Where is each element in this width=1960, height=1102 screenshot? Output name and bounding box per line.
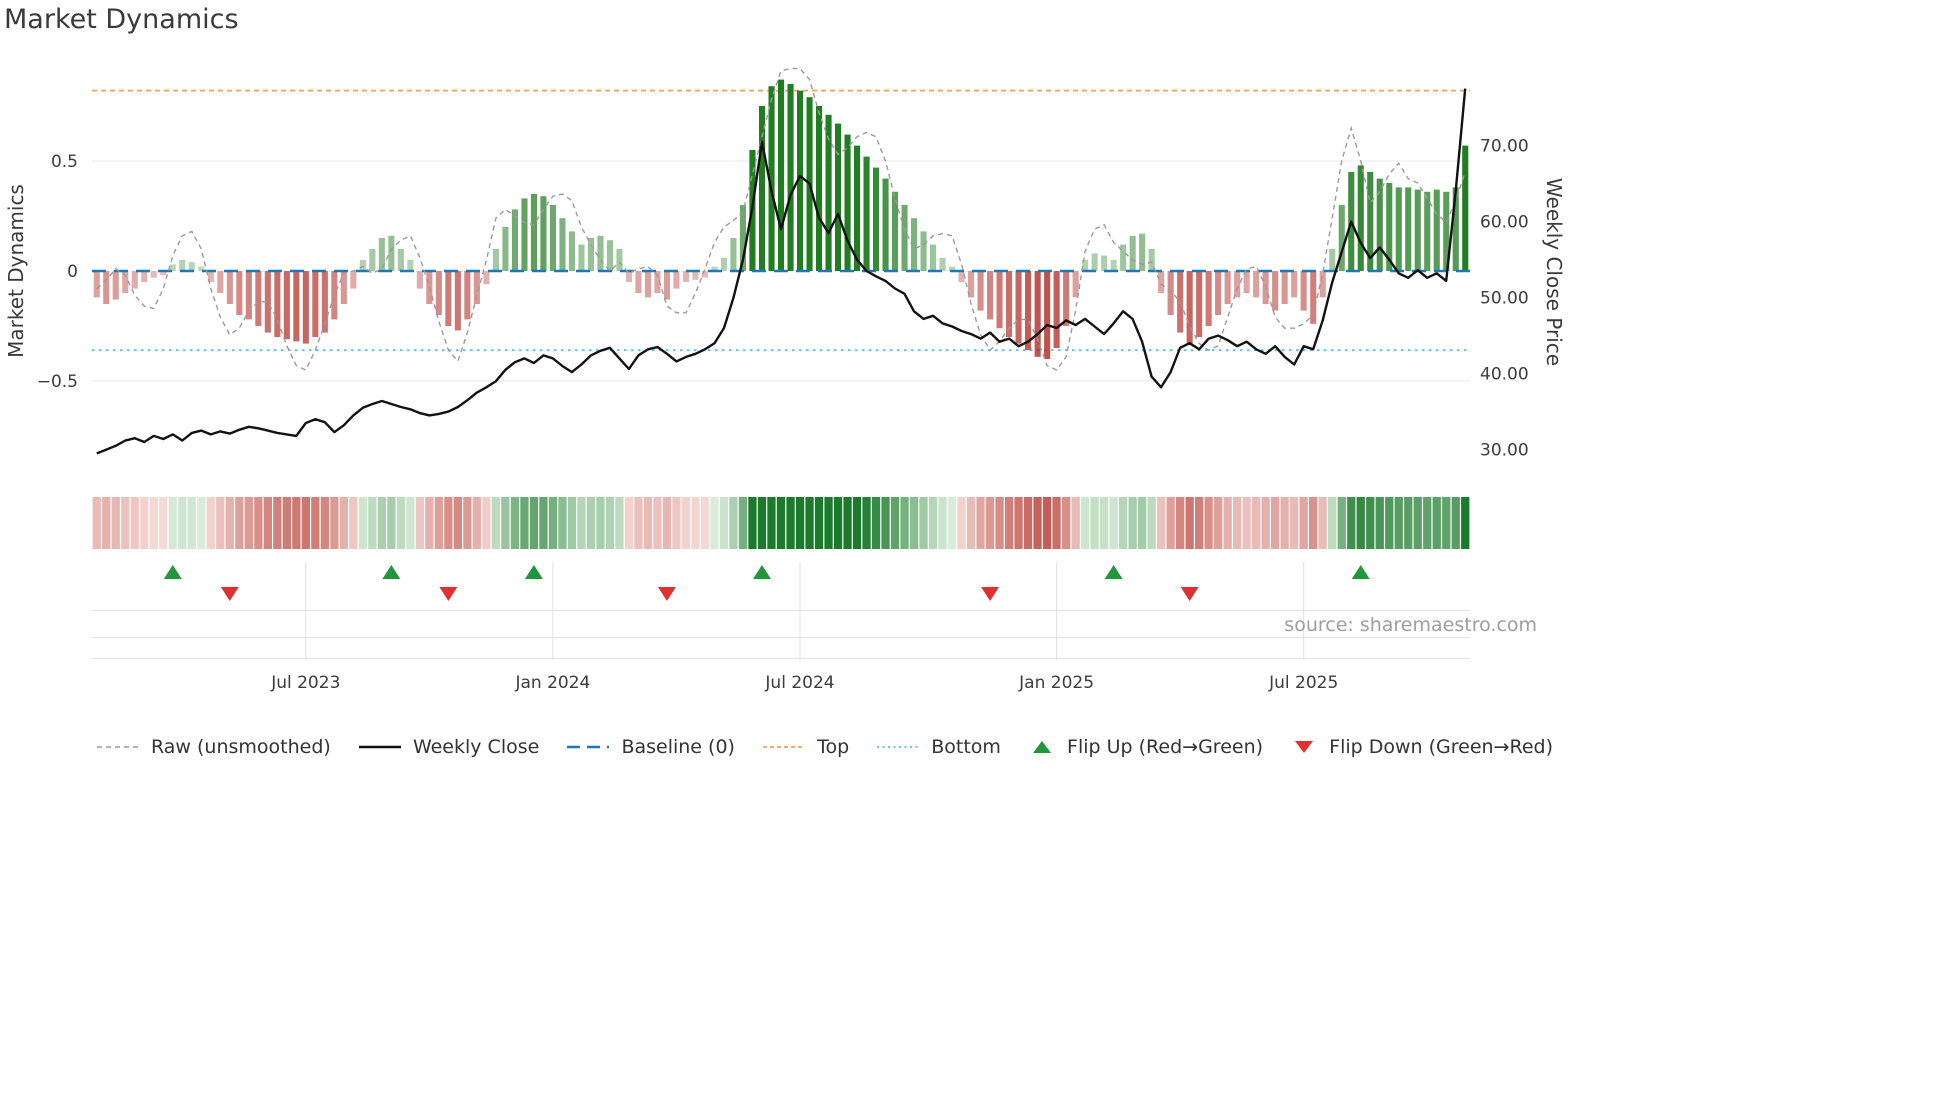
flip-up-triangle-icon: [1033, 741, 1052, 753]
x-tick-labels: Jul 2023 Jan 2024 Jul 2024 Jan 2025 Jul 2025: [270, 673, 1338, 693]
svg-text:50.00: 50.00: [1480, 289, 1529, 309]
right-tick-labels: 70.00 60.00 50.00 40.00 30.00: [1480, 137, 1529, 461]
source-attribution: source: sharemaestro.com: [1284, 614, 1537, 636]
right-axis-title: Weekly Close Price: [1542, 177, 1566, 367]
flip-up-markers: [163, 565, 1370, 579]
legend-item-top: Top: [761, 736, 849, 758]
raw-line-swatch-icon: [97, 746, 139, 748]
marker-panel-grid: [92, 562, 1470, 660]
legend-item-bottom: Bottom: [875, 736, 1001, 758]
legend-label-flip-up: Flip Up (Red→Green): [1067, 736, 1264, 758]
svg-text:Jul 2025: Jul 2025: [1268, 673, 1338, 693]
flip-down-marker-icon: [220, 587, 239, 601]
bottom-line-swatch-icon: [877, 746, 920, 748]
close-line-swatch-icon: [358, 745, 401, 749]
legend-label-top: Top: [817, 736, 850, 758]
flip-down-marker-icon: [439, 587, 458, 601]
legend-label-flip-down: Flip Down (Green→Red): [1329, 736, 1553, 758]
legend-label-weekly-close: Weekly Close: [412, 736, 540, 758]
svg-text:70.00: 70.00: [1480, 137, 1529, 157]
flip-down-marker-icon: [657, 587, 676, 601]
svg-text:40.00: 40.00: [1480, 365, 1529, 385]
svg-text:Jul 2024: Jul 2024: [764, 673, 834, 693]
legend-label-bottom: Bottom: [931, 736, 1001, 758]
svg-text:0: 0: [67, 262, 78, 282]
flip-down-triangle-icon: [1295, 741, 1314, 753]
top-line-swatch-icon: [763, 746, 806, 748]
legend-item-flip-up: Flip Up (Red→Green): [1027, 736, 1263, 758]
heatmap-strip: [92, 497, 1470, 549]
left-tick-labels: 0.5 0 −0.5: [37, 152, 78, 392]
legend-item-raw: Raw (unsmoothed): [95, 736, 331, 758]
raw-line: [96, 67, 1466, 371]
flip-up-marker-icon: [524, 565, 543, 579]
flip-up-marker-icon: [752, 565, 771, 579]
flip-down-marker-icon: [1180, 587, 1199, 601]
oscillator-bars: [93, 79, 1469, 359]
flip-up-marker-icon: [163, 565, 182, 579]
svg-text:Jul 2023: Jul 2023: [270, 673, 340, 693]
left-axis-title: Market Dynamics: [4, 184, 28, 358]
svg-text:60.00: 60.00: [1480, 213, 1529, 233]
svg-text:−0.5: −0.5: [37, 372, 78, 392]
legend-item-weekly-close: Weekly Close: [357, 736, 539, 758]
chart-legend: Raw (unsmoothed) Weekly Close Baseline (…: [95, 736, 1553, 758]
flip-up-marker-icon: [382, 565, 401, 579]
flip-down-marker-icon: [981, 587, 1000, 601]
chart-title: Market Dynamics: [4, 4, 239, 35]
svg-text:0.5: 0.5: [51, 152, 78, 172]
flip-down-markers: [220, 587, 1199, 601]
svg-text:Jan 2025: Jan 2025: [1018, 673, 1094, 693]
flip-up-marker-icon: [1104, 565, 1123, 579]
legend-label-baseline: Baseline (0): [621, 736, 735, 758]
legend-label-raw: Raw (unsmoothed): [151, 736, 331, 758]
close-line: [96, 88, 1467, 455]
legend-item-flip-down: Flip Down (Green→Red): [1289, 736, 1553, 758]
svg-text:Jan 2024: Jan 2024: [514, 673, 590, 693]
legend-item-baseline: Baseline (0): [565, 736, 735, 758]
baseline-swatch-icon: [567, 745, 610, 749]
svg-text:30.00: 30.00: [1480, 441, 1529, 461]
flip-up-marker-icon: [1351, 565, 1370, 579]
